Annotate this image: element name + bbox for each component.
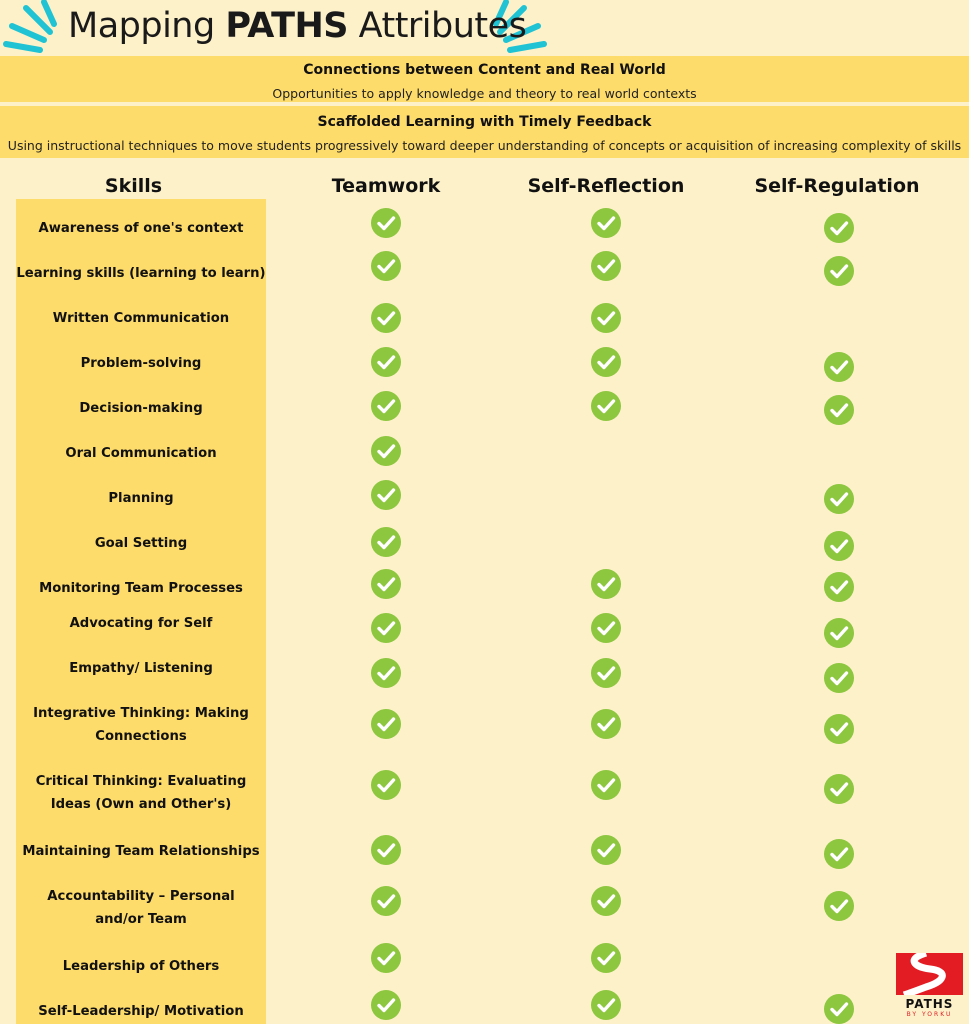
skill-label: Decision-making bbox=[79, 400, 203, 416]
check-circle-icon bbox=[824, 395, 854, 425]
check-circle-icon bbox=[591, 569, 621, 599]
burst-right-icon bbox=[493, 0, 547, 53]
check-circle-icon bbox=[591, 990, 621, 1020]
skills-column-background bbox=[16, 199, 266, 1024]
check-circle-icon bbox=[371, 569, 401, 599]
check-circle-icon bbox=[371, 658, 401, 688]
skill-label: Self-Leadership/ Motivation bbox=[38, 1003, 244, 1019]
check-circle-icon bbox=[824, 484, 854, 514]
burst-left-icon bbox=[3, 0, 57, 53]
skill-label: Integrative Thinking: Making Connections bbox=[33, 706, 249, 744]
logo-name: PATHS bbox=[905, 997, 954, 1011]
check-circle-icon bbox=[824, 891, 854, 921]
check-circle-icon bbox=[371, 347, 401, 377]
check-circle-icon bbox=[591, 613, 621, 643]
check-circle-icon bbox=[824, 714, 854, 744]
skill-label: Learning skills (learning to learn) bbox=[16, 265, 266, 281]
title-prefix: Mapping bbox=[68, 6, 226, 46]
check-circle-icon bbox=[371, 527, 401, 557]
column-header-self-reflection: Self-Reflection bbox=[527, 175, 685, 197]
check-circle-icon bbox=[371, 943, 401, 973]
paths-logo-mark bbox=[896, 953, 963, 995]
check-circle-icon bbox=[824, 774, 854, 804]
band-text: Opportunities to apply knowledge and the… bbox=[272, 86, 697, 101]
band-text: Using instructional techniques to move s… bbox=[7, 138, 962, 153]
check-circle-icon bbox=[591, 709, 621, 739]
title-bold: PATHS bbox=[225, 6, 349, 46]
check-circle-icon bbox=[591, 770, 621, 800]
check-circle-icon bbox=[591, 208, 621, 238]
page-title: Mapping PATHS Attributes bbox=[68, 6, 527, 46]
check-circle-icon bbox=[824, 352, 854, 382]
skill-label: Monitoring Team Processes bbox=[39, 580, 243, 596]
check-circle-icon bbox=[371, 886, 401, 916]
check-circle-icon bbox=[371, 613, 401, 643]
skill-label: Written Communication bbox=[52, 310, 230, 326]
check-circle-icon bbox=[591, 886, 621, 916]
check-circle-icon bbox=[824, 663, 854, 693]
check-circle-icon bbox=[371, 436, 401, 466]
check-circle-icon bbox=[824, 618, 854, 648]
column-header-self-regulation: Self-Regulation bbox=[754, 175, 920, 197]
check-circle-icon bbox=[591, 658, 621, 688]
band-scaffolded-learning: Scaffolded Learning with Timely Feedback… bbox=[0, 106, 969, 158]
check-circle-icon bbox=[591, 251, 621, 281]
check-circle-icon bbox=[824, 572, 854, 602]
skill-label: Problem-solving bbox=[80, 355, 202, 371]
check-circle-icon bbox=[824, 256, 854, 286]
skill-label: Maintaining Team Relationships bbox=[22, 843, 260, 859]
skill-label: Leadership of Others bbox=[62, 958, 220, 974]
skill-label: Goal Setting bbox=[94, 535, 188, 551]
check-circle-icon bbox=[824, 213, 854, 243]
paths-logo: PATHS BY YORKU bbox=[896, 953, 963, 1018]
check-circle-icon bbox=[371, 835, 401, 865]
check-circle-icon bbox=[371, 303, 401, 333]
logo-sub: BY YORKU bbox=[906, 1011, 953, 1018]
check-circle-icon bbox=[371, 208, 401, 238]
skill-label: Empathy/ Listening bbox=[69, 660, 213, 676]
check-circle-icon bbox=[591, 303, 621, 333]
check-circle-icon bbox=[591, 347, 621, 377]
band-heading: Scaffolded Learning with Timely Feedback bbox=[317, 114, 652, 130]
check-circle-icon bbox=[371, 990, 401, 1020]
skill-label: Oral Communication bbox=[65, 445, 217, 461]
check-circle-icon bbox=[371, 391, 401, 421]
band-real-world: Connections between Content and Real Wor… bbox=[0, 56, 969, 102]
skill-label: Critical Thinking: Evaluating Ideas (Own… bbox=[35, 774, 247, 812]
check-circle-icon bbox=[591, 943, 621, 973]
check-circle-icon bbox=[591, 835, 621, 865]
column-header-teamwork: Teamwork bbox=[331, 175, 441, 197]
skill-label: Advocating for Self bbox=[69, 615, 213, 631]
check-circle-icon bbox=[824, 839, 854, 869]
skill-label: Awareness of one's context bbox=[38, 220, 244, 236]
check-circle-icon bbox=[371, 251, 401, 281]
check-circle-icon bbox=[371, 480, 401, 510]
column-header-skills: Skills bbox=[104, 175, 163, 197]
check-circle-icon bbox=[824, 994, 854, 1024]
check-circle-icon bbox=[371, 770, 401, 800]
skill-label: Planning bbox=[108, 490, 174, 506]
check-circle-icon bbox=[824, 531, 854, 561]
band-heading: Connections between Content and Real Wor… bbox=[303, 62, 666, 78]
check-circle-icon bbox=[371, 709, 401, 739]
title-suffix: Attributes bbox=[348, 6, 527, 46]
skill-label: Accountability – Personal and/or Team bbox=[47, 889, 235, 927]
check-circle-icon bbox=[591, 391, 621, 421]
